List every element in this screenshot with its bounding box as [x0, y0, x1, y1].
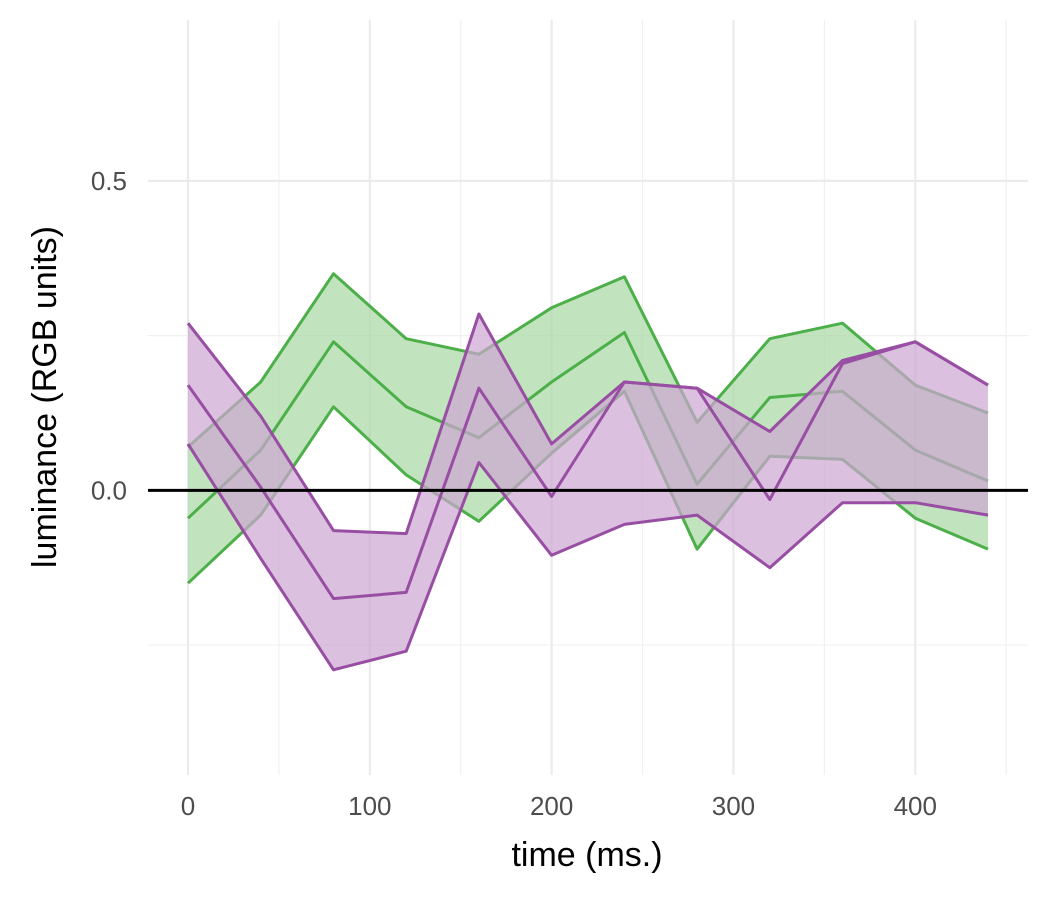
series-layer	[186, 272, 989, 672]
y-tick-label: 0.5	[91, 166, 127, 196]
series-2-lower-line	[186, 443, 989, 672]
x-tick-label: 0	[181, 791, 195, 821]
y-axis-title: luminance (RGB units)	[26, 226, 64, 568]
series-1-upper-line	[187, 272, 989, 449]
x-tick-label: 300	[712, 791, 755, 821]
series-2-mean-line	[186, 340, 989, 601]
y-axis-ticks: 0.0 0.5	[91, 166, 127, 505]
x-tick-label: 100	[348, 791, 391, 821]
x-axis-ticks: 0 100 200 300 400	[181, 791, 937, 821]
series-2-upper-line	[186, 312, 989, 536]
x-tick-label: 200	[530, 791, 573, 821]
series-2	[186, 312, 989, 672]
series-2-ribbon	[188, 314, 988, 670]
y-tick-label: 0.0	[91, 475, 127, 505]
x-tick-label: 400	[894, 791, 937, 821]
x-axis-title: time (ms.)	[511, 836, 662, 874]
series-1-ribbon	[188, 273, 988, 584]
